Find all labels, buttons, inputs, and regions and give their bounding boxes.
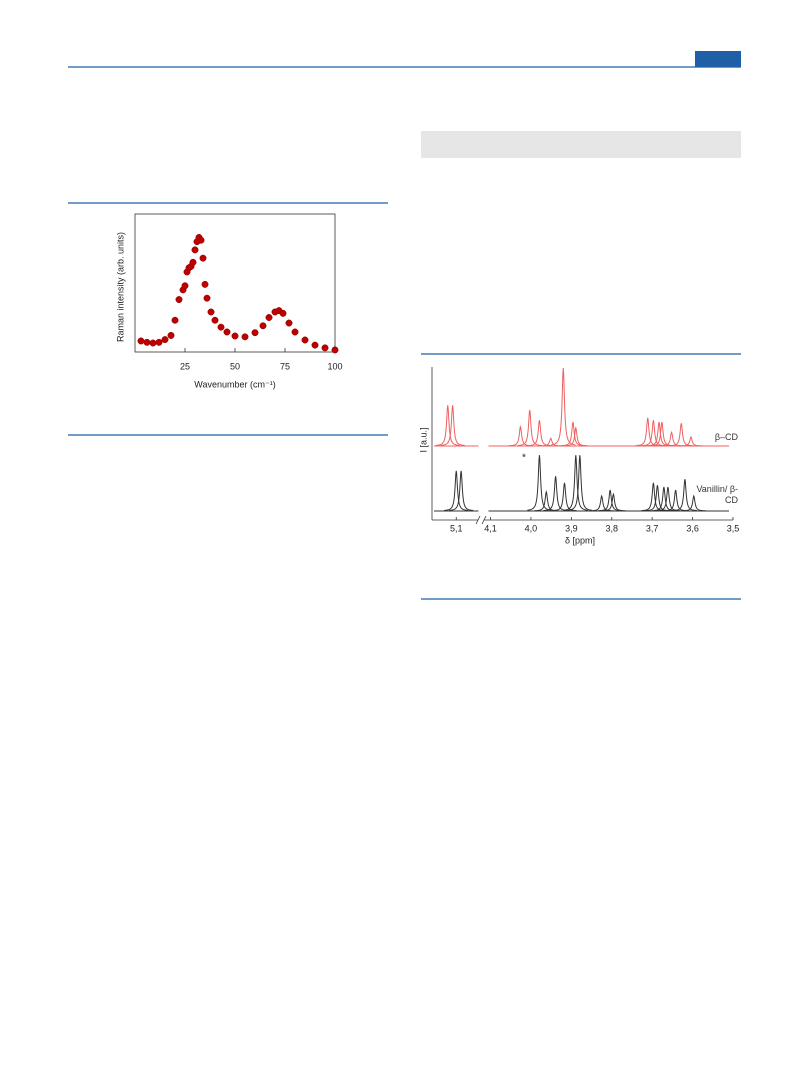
x-tick-label: 50 <box>230 361 240 371</box>
data-point <box>155 338 163 346</box>
spectrum-peak <box>563 455 588 511</box>
x-tick-label: 4,0 <box>525 523 538 533</box>
data-point <box>301 336 309 344</box>
data-point <box>241 333 249 341</box>
data-point <box>279 309 287 317</box>
data-point <box>265 314 273 321</box>
spectrum-peak <box>444 470 469 511</box>
spectrum-peak <box>678 436 704 447</box>
spectrum-peak <box>601 492 626 512</box>
data-point <box>149 339 157 347</box>
data-point <box>181 282 189 290</box>
data-point <box>201 280 209 288</box>
data-point <box>321 344 329 352</box>
data-point <box>191 246 199 254</box>
data-point <box>175 296 183 304</box>
plot-frame <box>134 213 336 353</box>
spectrum-peak <box>645 485 670 512</box>
shaded-bar <box>421 131 741 158</box>
data-point <box>331 346 339 354</box>
spectrum-peak <box>672 479 698 512</box>
spectrum-peak <box>435 405 460 446</box>
data-point <box>137 337 145 345</box>
data-point <box>211 316 219 324</box>
annotation: * <box>522 453 526 464</box>
legend-entry: Vanillin/ β-CD <box>696 484 738 505</box>
legend-entry: β–CD <box>714 432 738 442</box>
y-axis-label: I [a.u.] <box>418 427 428 452</box>
data-point <box>223 328 231 336</box>
spectrum-peak <box>551 367 576 446</box>
spectrum-peak <box>534 489 559 512</box>
x-tick-label: 75 <box>280 361 290 371</box>
y-axis-label: Raman intensity (arb. units) <box>115 232 125 342</box>
data-point <box>251 329 259 337</box>
data-point <box>171 316 179 324</box>
x-tick-label: 3,6 <box>686 523 699 533</box>
spectrum-peak <box>508 424 533 447</box>
data-point <box>199 254 207 262</box>
data-point <box>207 308 215 316</box>
spectrum-peak <box>538 437 563 447</box>
x-axis-label: Wavenumber (cm⁻¹) <box>194 379 275 389</box>
x-tick-label: 25 <box>180 361 190 371</box>
x-tick-label: 3,8 <box>606 523 619 533</box>
x-axis-label: δ [ppm] <box>565 535 595 545</box>
data-point <box>231 332 239 340</box>
x-tick-label: 3,7 <box>646 523 659 533</box>
spectrum-peak <box>669 423 694 447</box>
spectrum-peak <box>552 482 577 512</box>
spectrum-peak <box>448 470 474 511</box>
data-point <box>203 294 211 302</box>
x-tick-label: 5,1 <box>450 523 463 533</box>
data-point <box>291 328 299 336</box>
spectrum-peak <box>589 494 614 512</box>
spectrum-peak <box>440 405 465 446</box>
data-point <box>197 236 205 244</box>
x-tick-label: 100 <box>327 361 342 371</box>
data-point <box>217 323 225 331</box>
spectrum-peak <box>567 455 593 511</box>
page-tab <box>695 51 741 67</box>
data-point <box>259 322 267 330</box>
spectrum-peak <box>641 482 666 512</box>
x-tick-label: 3,5 <box>727 523 740 533</box>
data-point <box>143 338 151 346</box>
data-point <box>189 258 197 266</box>
axis-break <box>475 515 487 525</box>
x-tick-label: 3,9 <box>565 523 578 533</box>
spectrum-peak <box>517 409 542 447</box>
data-point <box>285 319 293 327</box>
x-tick-label: 4,1 <box>484 523 497 533</box>
spectrum-peak <box>563 426 588 447</box>
data-point <box>311 341 319 349</box>
spectrum-peak <box>681 494 706 512</box>
data-point <box>167 331 175 339</box>
spectrum-peak <box>527 455 552 511</box>
data-point <box>161 336 169 344</box>
